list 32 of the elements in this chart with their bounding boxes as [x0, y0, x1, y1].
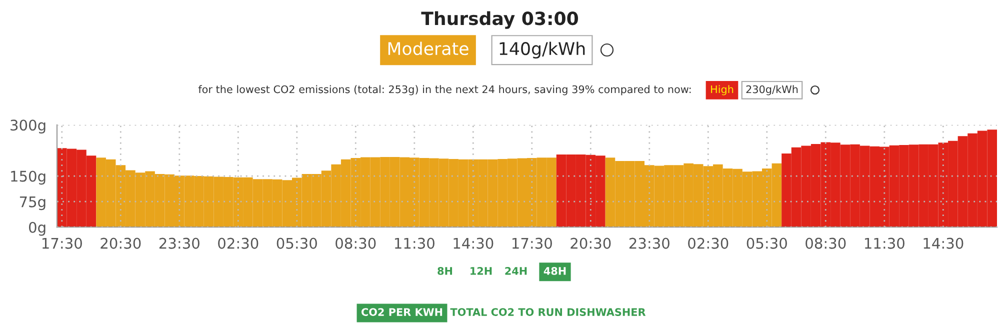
x-tick-label: 05:30 [746, 238, 787, 249]
x-tick-label: 14:30 [924, 238, 964, 249]
x-tick-label: 20:30 [570, 238, 611, 249]
text: Moderate [388, 42, 468, 56]
y-tick-label: 0g [29, 222, 46, 236]
x-tick-label: 23:30 [159, 238, 200, 249]
x-tick-label: 14:30 [454, 238, 494, 249]
chart-subtitle: for the lowest CO2 emissions (total: 253g) in the next 24 hours, saving 39% compared to now: [198, 85, 691, 96]
text: CO2 PER KWH [361, 308, 442, 316]
x-tick-label: 08:30 [806, 238, 846, 249]
x-tick-label: 20:30 [100, 238, 141, 249]
x-tick-label: 02:30 [218, 238, 258, 249]
x-tick-label: 05:30 [276, 238, 317, 249]
x-tick-label: 02:30 [688, 238, 728, 249]
x-tick-label: 08:30 [336, 238, 376, 249]
text: 8H [438, 267, 452, 275]
y-tick-label: 75g [20, 196, 46, 210]
text: 12H [470, 267, 492, 275]
text: 230g/kWh [746, 85, 798, 96]
y-tick-label: 150g [11, 170, 46, 185]
text: High [711, 85, 734, 96]
x-tick-label: 23:30 [629, 238, 670, 249]
text: 140g/kWh [500, 42, 585, 58]
chart-title: Thursday 03:00 [421, 11, 578, 29]
text: 48H [544, 267, 566, 275]
x-tick-label: 11:30 [394, 238, 434, 249]
x-tick-label: 17:30 [42, 238, 82, 249]
x-tick-label: 11:30 [864, 238, 904, 249]
x-tick-label: 17:30 [512, 238, 552, 249]
text: 24H [505, 267, 527, 275]
y-tick-label: 300g [10, 120, 46, 134]
text: TOTAL CO2 TO RUN DISHWASHER [450, 308, 646, 316]
